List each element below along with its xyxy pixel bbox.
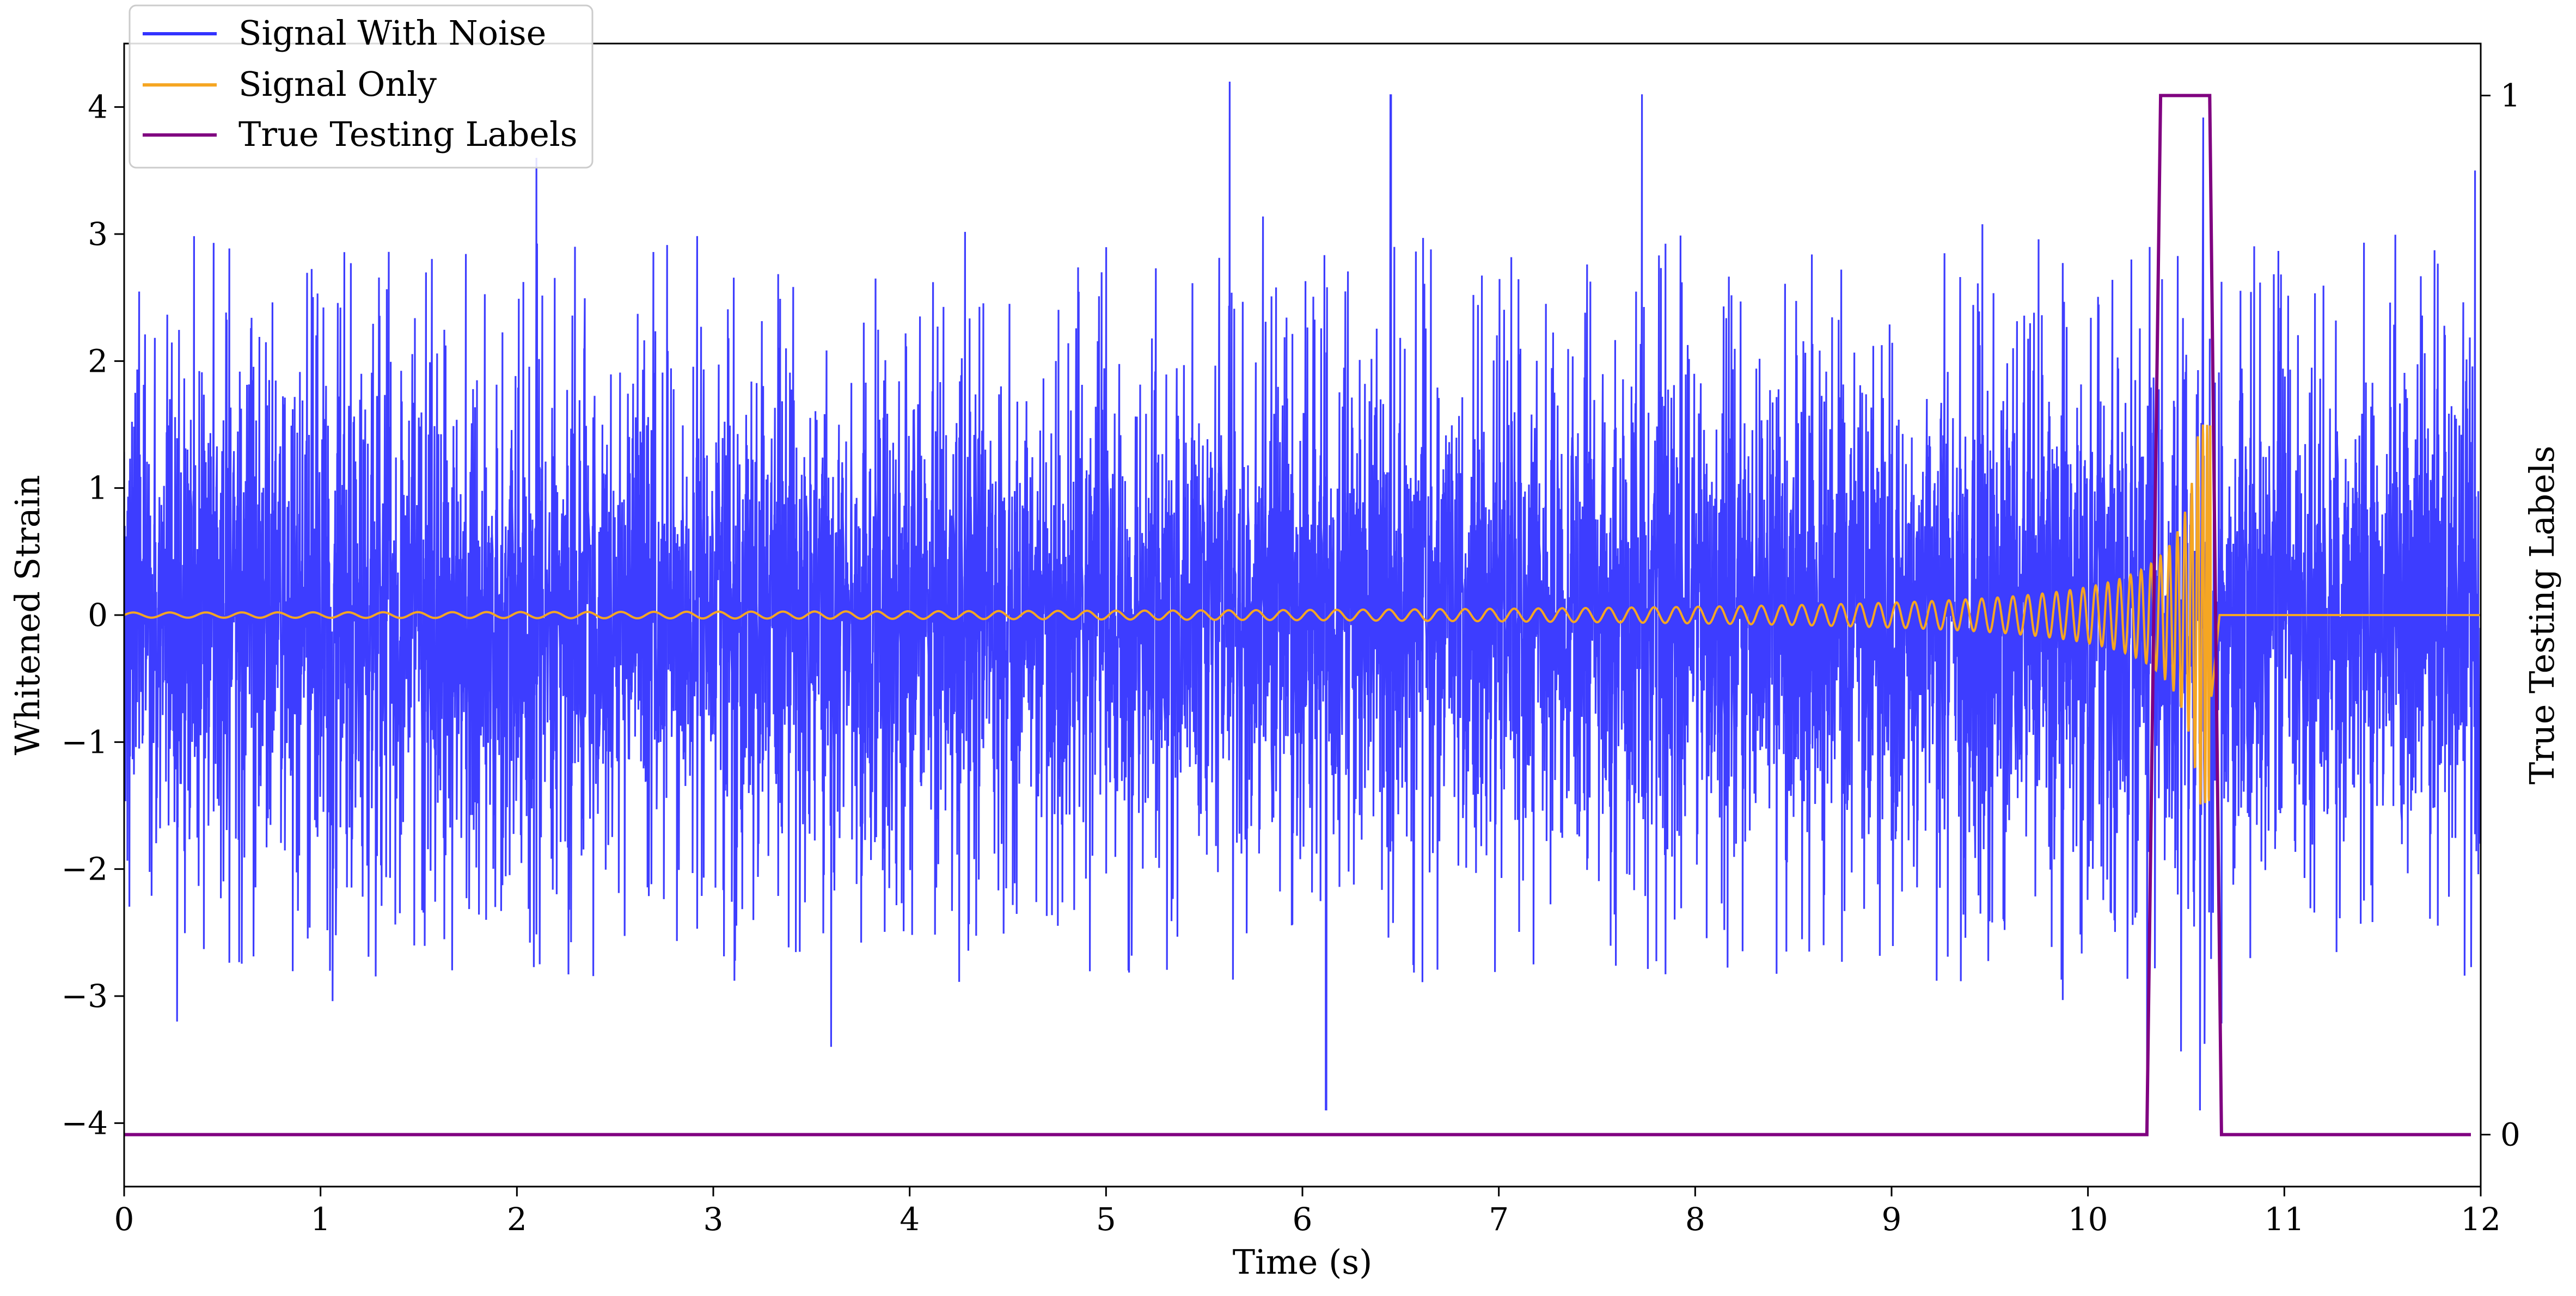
legend-label-true-testing-labels: True Testing Labels [238,114,578,154]
x-tick-label: 0 [114,1201,134,1238]
x-tick-label: 5 [1096,1201,1116,1238]
legend-label-signal-only: Signal Only [238,64,437,104]
series-signal-only-line [124,425,2481,805]
x-tick-label: 2 [507,1201,527,1238]
y-tick-label: 0 [88,597,108,634]
y-axis-label: Whitened Strain [8,475,47,756]
y-tick-label: −4 [62,1104,108,1141]
x-tick-label: 7 [1489,1201,1509,1238]
y-tick-label: 4 [88,89,108,126]
y-tick-label: −2 [62,851,108,888]
legend: Signal With Noise Signal Only True Testi… [129,4,593,169]
y-right-tick-label: 1 [2500,77,2520,114]
y-axis-right-label: True Testing Labels [2522,446,2562,785]
y-right-tick-label: 0 [2500,1116,2520,1153]
x-tick-label: 11 [2264,1201,2304,1238]
x-tick-label: 10 [2068,1201,2108,1238]
y-tick-label: −3 [62,978,108,1015]
series-signal-with-noise-line [124,81,2481,1111]
x-tick-label: 6 [1293,1201,1313,1238]
series-true-testing-labels-line [124,94,2471,1137]
x-tick-label: 12 [2461,1201,2501,1238]
legend-label-signal-with-noise: Signal With Noise [238,13,546,53]
x-tick-label: 8 [1685,1201,1705,1238]
legend-box [129,4,593,169]
y-tick-label: 3 [88,216,108,253]
x-tick-label: 3 [703,1201,724,1238]
x-tick-label: 1 [310,1201,331,1238]
x-axis-label: Time (s) [1233,1242,1373,1282]
x-tick-label: 9 [1882,1201,1902,1238]
y-tick-label: 1 [88,470,108,507]
x-tick-label: 4 [900,1201,920,1238]
y-tick-label: 2 [88,342,108,379]
plot-area [124,81,2481,1137]
y-tick-label: −1 [62,723,108,760]
